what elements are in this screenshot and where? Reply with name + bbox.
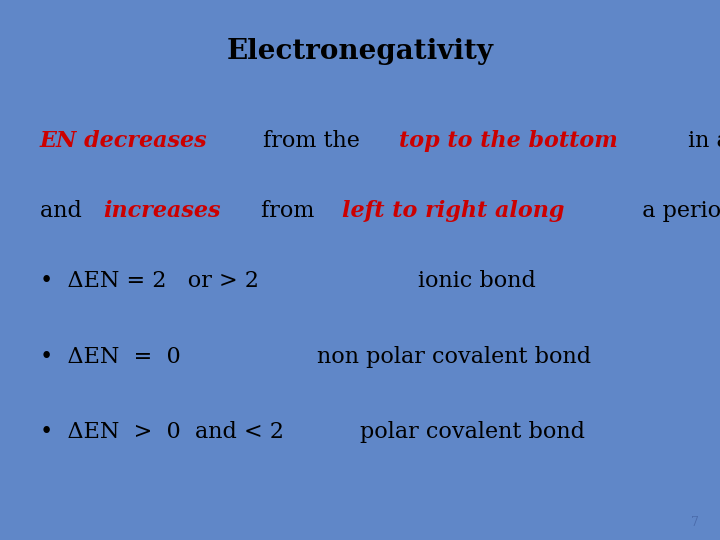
Text: in a group: in a group	[681, 130, 720, 152]
Text: and: and	[40, 200, 89, 222]
Text: left to right along: left to right along	[341, 200, 564, 222]
Text: from: from	[254, 200, 322, 222]
Text: •  ΔEN = 2   or > 2: • ΔEN = 2 or > 2	[40, 270, 258, 292]
Text: •  ΔEN  >  0  and < 2: • ΔEN > 0 and < 2	[40, 421, 284, 443]
Text: a period.: a period.	[629, 200, 720, 222]
Text: non polar covalent bond: non polar covalent bond	[317, 346, 591, 368]
Text: •  ΔEN  =  0: • ΔEN = 0	[40, 346, 180, 368]
Text: from the: from the	[256, 130, 367, 152]
Text: polar covalent bond: polar covalent bond	[360, 421, 585, 443]
Text: EN decreases: EN decreases	[40, 130, 207, 152]
Text: 7: 7	[690, 516, 698, 529]
Text: Electronegativity: Electronegativity	[227, 38, 493, 65]
Text: top to the bottom: top to the bottom	[399, 130, 618, 152]
Text: increases: increases	[103, 200, 220, 222]
Text: ionic bond: ionic bond	[418, 270, 536, 292]
